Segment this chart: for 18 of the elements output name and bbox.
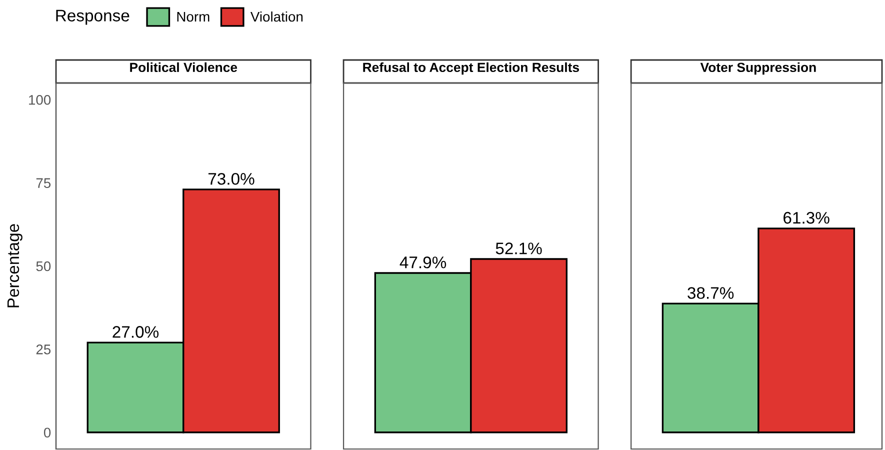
legend-label: Violation <box>250 11 303 22</box>
x-tick-label: Voter Suppression <box>700 62 816 75</box>
y-tick-label: 25 <box>36 344 51 354</box>
legend-label: Norm <box>177 12 210 22</box>
x-tick-label: Refusal to Accept Election Results <box>363 62 580 75</box>
y-tick-label: 50 <box>36 261 51 272</box>
y-tick-label: 0 <box>44 428 51 438</box>
legend-title: Response <box>56 10 130 25</box>
data-label: 61.3% <box>784 212 830 224</box>
y-tick-label: 75 <box>36 178 51 188</box>
data-label: 27.0% <box>112 326 159 338</box>
data-label: 47.9% <box>400 256 446 268</box>
data-label: 73.0% <box>208 172 254 185</box>
data-label: 52.1% <box>496 242 542 254</box>
data-label: 38.7% <box>688 287 734 299</box>
y-axis-title: Percentage <box>7 224 22 308</box>
y-tick-label: 100 <box>29 94 51 105</box>
x-tick-label: Political Violence <box>130 62 238 72</box>
